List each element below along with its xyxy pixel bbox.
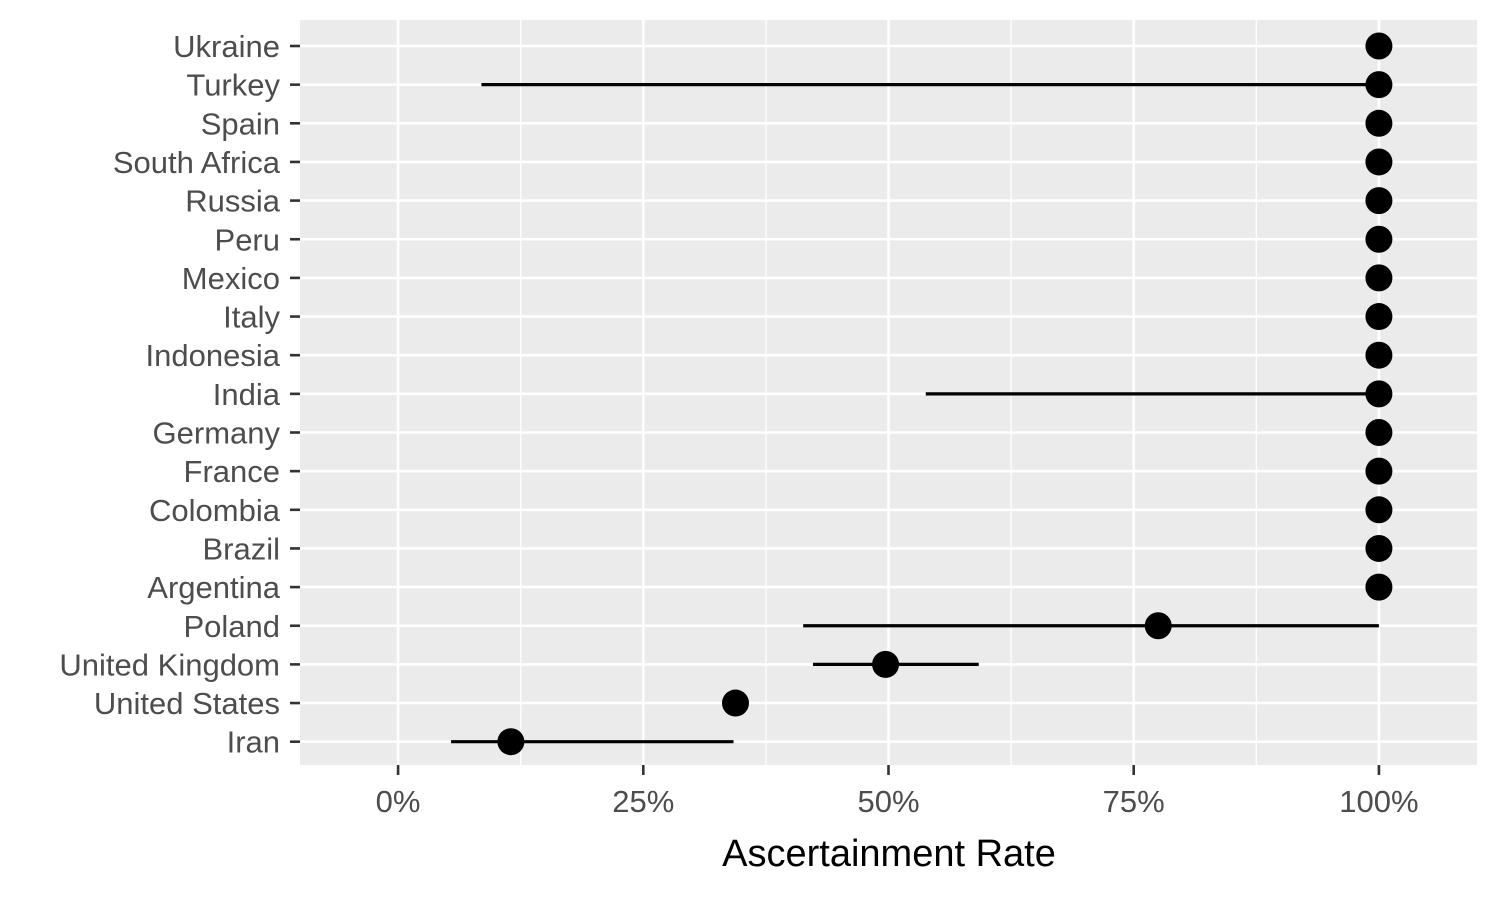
data-point [1365, 496, 1393, 524]
y-tick-label: Italy [223, 300, 280, 335]
interval-lines [451, 83, 1379, 744]
data-point [1365, 573, 1393, 601]
x-tick-label: 50% [857, 784, 919, 819]
data-point [721, 689, 749, 717]
y-tick-label: India [213, 377, 281, 412]
y-tick-label: Spain [201, 106, 280, 141]
x-tick-label: 75% [1103, 784, 1165, 819]
data-point [1365, 32, 1393, 60]
y-tick-label: Ukraine [173, 29, 280, 64]
x-axis: 0% 25% 50% 75% 100% [376, 765, 1419, 819]
data-point [1365, 534, 1393, 562]
data-point [1365, 71, 1393, 99]
y-tick-label: South Africa [113, 145, 281, 180]
y-tick-label: Germany [153, 416, 281, 451]
y-tick-label: Peru [215, 222, 280, 257]
data-point [1365, 457, 1393, 485]
y-tick-label: United States [94, 686, 280, 721]
x-tick-label: 0% [376, 784, 421, 819]
y-tick-label: Poland [183, 609, 280, 644]
x-axis-title: Ascertainment Rate [722, 833, 1056, 875]
data-point [1365, 419, 1393, 446]
y-tick-label: Indonesia [146, 338, 281, 373]
data-point [872, 650, 900, 678]
y-tick-label: United Kingdom [59, 647, 280, 682]
data-point [1365, 187, 1393, 215]
x-tick-label: 100% [1339, 784, 1418, 819]
y-tick-label: Colombia [149, 493, 281, 528]
y-tick-label: Iran [227, 725, 280, 760]
y-tick-label: Brazil [202, 531, 280, 566]
data-point [1365, 380, 1393, 408]
data-point [497, 728, 525, 756]
data-point [1365, 225, 1393, 253]
x-tick-label: 25% [612, 784, 674, 819]
y-tick-label: France [184, 454, 280, 489]
y-tick-label: Mexico [182, 261, 280, 296]
data-point [1365, 109, 1393, 137]
y-tick-label: Argentina [147, 570, 280, 605]
data-points [497, 32, 1393, 756]
data-point [1365, 341, 1393, 369]
data-point [1365, 303, 1393, 331]
data-point [1365, 264, 1393, 292]
y-tick-label: Turkey [186, 68, 280, 103]
data-point [1365, 148, 1393, 176]
y-tick-label: Russia [185, 184, 281, 219]
data-point [1144, 612, 1172, 640]
